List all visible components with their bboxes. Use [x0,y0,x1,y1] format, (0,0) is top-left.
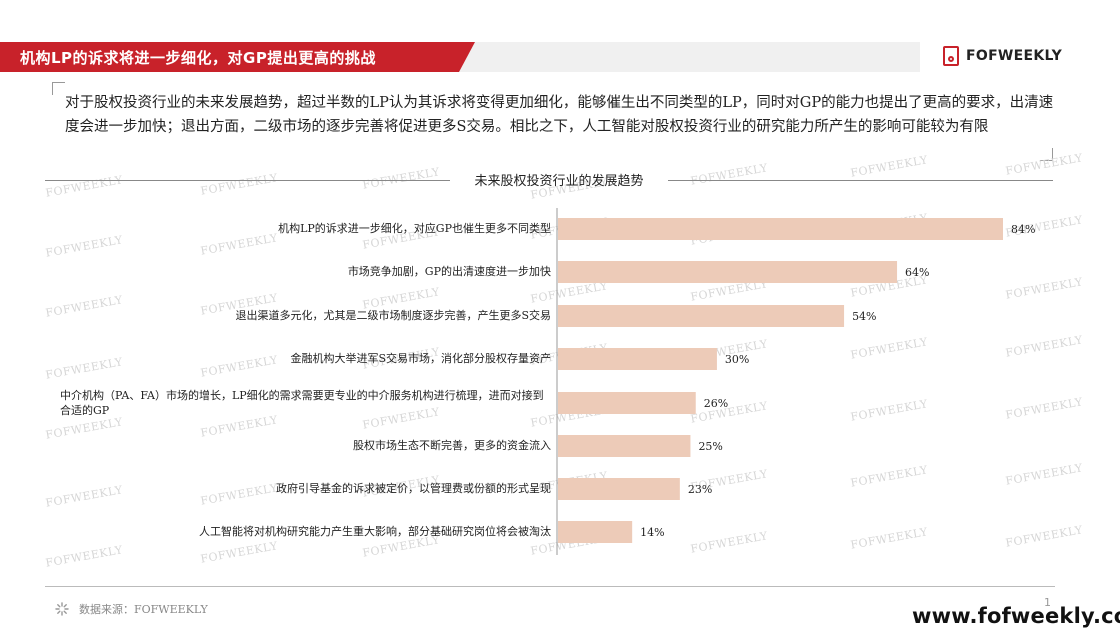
category-label: 机构LP的诉求进一步细化，对应GP也催生更多不同类型 [278,222,551,235]
bar [558,348,717,370]
website-url[interactable]: www.fofweekly.com [912,604,1120,628]
chart-title: 未来股权投资行业的发展趋势 [474,174,644,189]
page-title: 机构LP的诉求将进一步细化，对GP提出更高的挑战 [20,49,376,67]
bar [558,435,691,457]
category-label: 中介机构（PA、FA）市场的增长，LP细化的需求需要更专业的中介服务机构进行梳理… [60,389,544,417]
loading-spinner-icon [55,602,69,616]
category-label: 人工智能将对机构研究能力产生重大影响，部分基础研究岗位将会被淘汰 [199,525,551,538]
data-source-text: 数据来源：FOFWEEKLY [79,603,208,616]
bar [558,305,845,327]
category-label: 退出渠道多元化，尤其是二级市场制度逐步完善，产生更多S交易 [235,309,551,322]
logo-icon [943,46,959,66]
corner-bracket-top-left [52,82,65,95]
data-label: 64% [905,266,929,279]
chart-title-rule-right [668,180,1053,181]
bar [558,521,633,543]
bar [558,261,898,283]
data-label: 84% [1011,223,1035,236]
summary-text: 对于股权投资行业的未来发展趋势，超过半数的LP认为其诉求将变得更加细化，能够催生… [65,95,1054,135]
title-bar [0,42,475,72]
data-source: 数据来源：FOFWEEKLY [55,601,208,617]
category-label: 市场竞争加剧，GP的出清速度进一步加快 [347,265,551,278]
brand-logo: FOFWEEKLY [943,43,1062,69]
chart-title-rule-left [45,180,450,181]
category-label: 金融机构大举进军S交易市场，消化部分股权存量资产 [290,352,551,365]
bar [558,218,1003,240]
data-label: 25% [698,440,722,453]
footer-rule [45,586,1055,587]
category-label: 股权市场生态不断完善，更多的资金流入 [353,439,551,452]
data-label: 54% [852,310,876,323]
corner-bracket-bottom-right [1040,148,1053,161]
page-number: 1 [1044,596,1051,609]
data-label: 23% [688,483,712,496]
logo-text: FOFWEEKLY [966,48,1063,64]
data-label: 26% [704,397,728,410]
bar [558,392,696,414]
bar [558,478,680,500]
data-label: 30% [725,353,749,366]
data-label: 14% [640,526,664,539]
category-label: 政府引导基金的诉求被定价，以管理费或份额的形式呈现 [276,482,551,495]
